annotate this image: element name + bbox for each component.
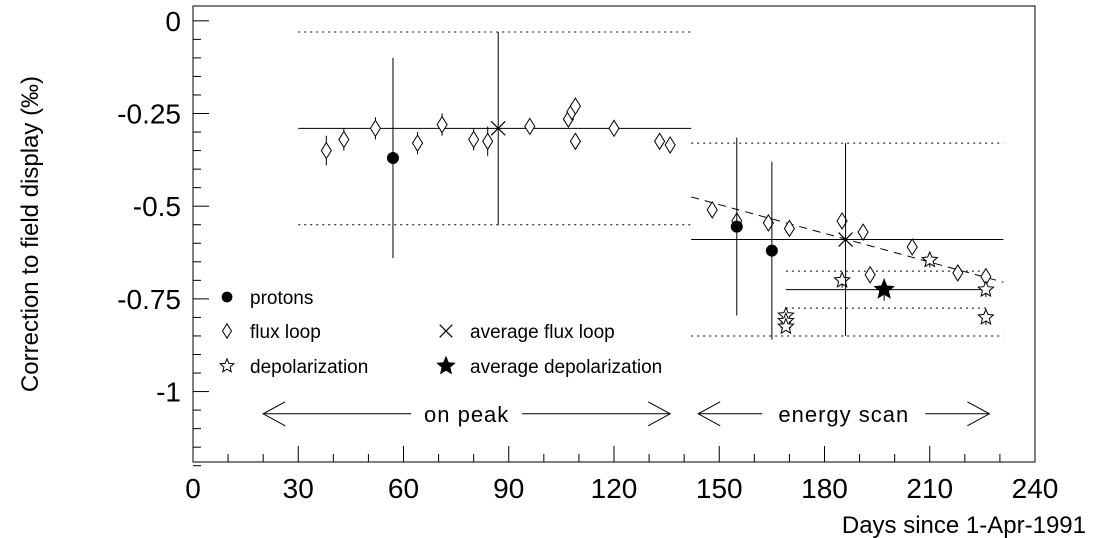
- legend-marker: [221, 322, 233, 340]
- trend-line-dashed: [691, 196, 1004, 283]
- flux-loop-point: [369, 119, 382, 138]
- flux-loop-point: [468, 130, 480, 149]
- y-tick-label: -0.5: [133, 191, 181, 222]
- y-tick-label: -1: [156, 377, 181, 408]
- legend-marker: [221, 291, 233, 303]
- annotation-arrow-head-right: [967, 401, 991, 427]
- x-tick-label: 120: [591, 473, 638, 504]
- annotation-label: energy scan: [778, 402, 909, 427]
- legend: protons flux loop depolarization average fl…: [218, 288, 662, 378]
- legend-label: average flux loop: [470, 322, 615, 343]
- flux-loop-point: [338, 130, 350, 149]
- legend-marker: [439, 324, 453, 338]
- depolarization-point: [977, 280, 995, 298]
- y-axis-title: Correction to field display (‰): [17, 76, 44, 392]
- annotation-arrow-head-right: [647, 401, 672, 427]
- legend-marker: [218, 357, 236, 373]
- flux-loop-point: [569, 97, 581, 116]
- legend-label: average depolarization: [470, 357, 662, 378]
- x-tick-label: 210: [906, 473, 953, 504]
- flux-loop-point: [706, 200, 718, 219]
- proton-point: [386, 152, 399, 164]
- flux-loop-point: [906, 238, 918, 256]
- depolarization-point: [920, 250, 939, 268]
- x-axis: 0 30 60 90 120 150 180 210 240: [185, 446, 1058, 504]
- x-tick-label: 90: [493, 473, 524, 504]
- x-tick-label: 0: [185, 473, 201, 504]
- legend-label: depolarization: [250, 357, 368, 378]
- x-tick-label: 240: [1012, 473, 1059, 504]
- x-tick-label: 30: [283, 473, 314, 504]
- annotation-arrow-head-left: [262, 401, 286, 427]
- y-tick-label: -0.25: [117, 99, 181, 130]
- average-flux-loop-point: [838, 232, 853, 247]
- annotation-arrow-head-left: [697, 401, 721, 427]
- annotation-label-bg: [411, 397, 523, 430]
- plot-frame: [192, 5, 1036, 463]
- depolarization-point: [977, 308, 995, 325]
- proton-point: [730, 220, 743, 233]
- flux-loop-point: [524, 117, 536, 136]
- legend-label: flux loop: [250, 322, 321, 343]
- legend-marker: [436, 355, 456, 375]
- flux-loop-point: [864, 265, 876, 284]
- x-tick-label: 150: [696, 473, 743, 504]
- average-depolarization-point: [873, 278, 895, 299]
- proton-point: [765, 244, 778, 257]
- trend-line: [691, 196, 1004, 283]
- y-axis: 0 -0.25 -0.5 -0.75 -1: [117, 6, 209, 467]
- flux-loop-point: [569, 132, 581, 151]
- flux-loop-point: [608, 119, 620, 138]
- flux-loop-point: [482, 132, 494, 151]
- x-tick-label: 180: [801, 473, 848, 504]
- legend-label: protons: [250, 288, 313, 309]
- data-points: [320, 31, 995, 340]
- x-tick-label: 60: [388, 473, 419, 504]
- annotation-label-bg: [762, 397, 926, 430]
- x-axis-title: Days since 1-Apr-1991: [842, 512, 1086, 538]
- flux-loop-point: [857, 223, 869, 242]
- flux-loop-point: [654, 132, 666, 151]
- average-flux-loop-point: [490, 120, 506, 136]
- flux-loop-point: [952, 263, 964, 282]
- average-bands: [298, 31, 1004, 337]
- average-lines: [298, 127, 1004, 291]
- flux-loop-point: [411, 134, 424, 153]
- y-tick-label: -0.75: [117, 284, 181, 315]
- annotations: on peak energy scan: [262, 397, 991, 430]
- y-tick-label: 0: [165, 6, 181, 37]
- flux-loop-point: [664, 136, 676, 154]
- flux-loop-point: [783, 219, 796, 238]
- flux-loop-point: [436, 115, 448, 134]
- flux-loop-point: [320, 141, 332, 160]
- annotation-label: on peak: [424, 402, 509, 427]
- depolarization-point: [777, 317, 795, 335]
